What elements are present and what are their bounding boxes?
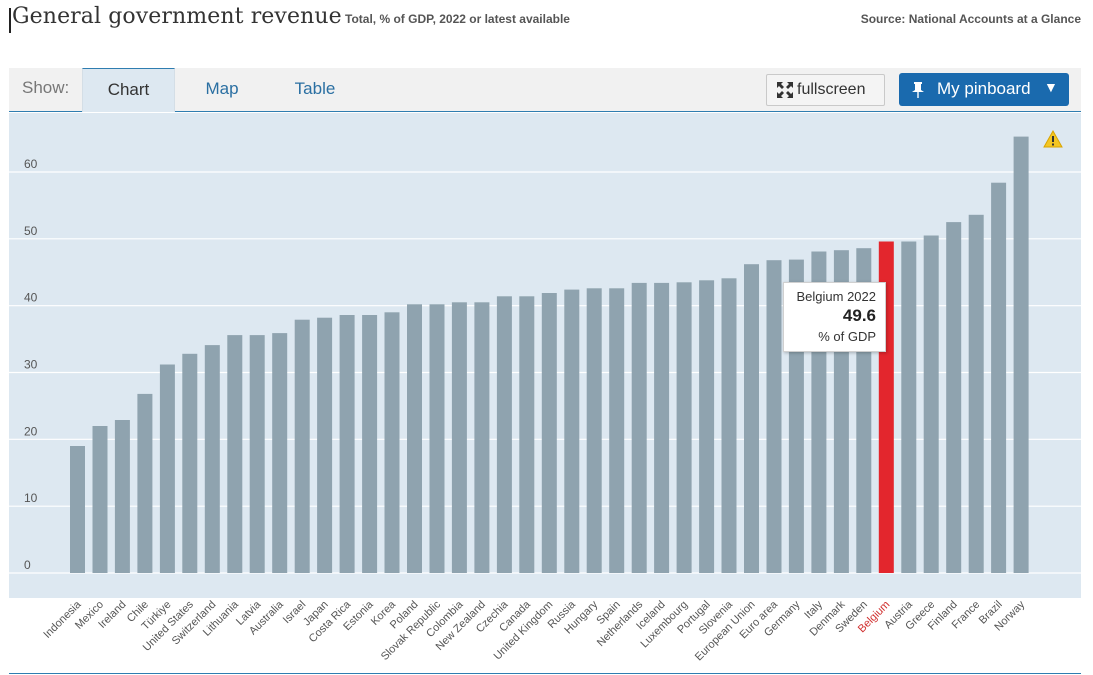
bar-finland[interactable]: [946, 222, 962, 573]
tab-table[interactable]: Table: [294, 79, 336, 98]
title-caret: [9, 8, 11, 33]
bar-united-states[interactable]: [182, 353, 198, 573]
bar-new-zealand[interactable]: [474, 302, 490, 573]
bar-t-rkiye[interactable]: [159, 364, 175, 574]
bar-mexico[interactable]: [92, 426, 108, 573]
y-tick-label: 50: [24, 224, 38, 238]
bar-hungary[interactable]: [586, 288, 602, 573]
bar-korea[interactable]: [384, 312, 400, 573]
bar-colombia[interactable]: [451, 302, 467, 573]
view-toolbar: Show: Chart Map Table fullscreen My pinb…: [9, 68, 1081, 112]
bar-japan[interactable]: [317, 317, 333, 573]
pin-icon: [912, 82, 924, 98]
source-link[interactable]: Source: National Accounts at a Glance: [860, 12, 1081, 26]
bar-greece[interactable]: [923, 235, 939, 574]
y-tick-label: 0: [24, 558, 31, 572]
y-tick-label: 20: [24, 424, 38, 438]
bar-poland[interactable]: [407, 304, 422, 573]
my-pinboard-button[interactable]: My pinboard ▼: [899, 73, 1069, 106]
y-tick-label: 60: [24, 157, 38, 171]
bar-spain[interactable]: [609, 288, 625, 573]
bar-chile[interactable]: [137, 393, 153, 573]
y-tick-label: 10: [24, 491, 38, 505]
chart-subtitle: Total, % of GDP, 2022 or latest availabl…: [345, 12, 570, 26]
bar-canada[interactable]: [519, 296, 535, 573]
bar-slovak-republic[interactable]: [429, 304, 445, 573]
tab-map[interactable]: Map: [205, 79, 239, 98]
tooltip-heading: Belgium 2022: [796, 289, 877, 304]
bar-european-union[interactable]: [744, 264, 759, 573]
bar-israel[interactable]: [294, 319, 310, 573]
bar-brazil[interactable]: [991, 182, 1007, 573]
bar-iceland[interactable]: [654, 282, 670, 573]
bar-estonia[interactable]: [362, 315, 378, 573]
pinboard-label: My pinboard: [937, 79, 1031, 98]
tab-chart[interactable]: Chart: [82, 68, 175, 112]
bar-portugal[interactable]: [699, 280, 715, 573]
bar-austria[interactable]: [901, 241, 917, 574]
bar-tooltip: Belgium 2022 49.6 % of GDP: [783, 282, 886, 352]
tooltip-value: 49.6: [842, 306, 876, 325]
fullscreen-label: fullscreen: [797, 81, 866, 98]
bar-united-kingdom[interactable]: [541, 293, 557, 573]
show-label: Show:: [22, 78, 70, 97]
bar-indonesia[interactable]: [70, 446, 85, 573]
bar-ireland[interactable]: [114, 420, 130, 573]
bar-euro-area[interactable]: [766, 260, 782, 573]
bar-lithuania[interactable]: [227, 335, 243, 573]
chevron-down-icon: ▼: [1044, 79, 1058, 95]
page-title: General government revenue: [12, 4, 342, 29]
bar-switzerland[interactable]: [204, 345, 220, 573]
bar-slovenia[interactable]: [721, 278, 737, 573]
bar-russia[interactable]: [564, 289, 580, 573]
bar-netherlands[interactable]: [631, 282, 647, 573]
fullscreen-button[interactable]: fullscreen: [766, 74, 885, 106]
bar-norway[interactable]: [1013, 136, 1029, 573]
bar-australia[interactable]: [272, 333, 288, 573]
bar-france[interactable]: [968, 214, 984, 574]
bar-latvia[interactable]: [249, 335, 265, 573]
bar-costa-rica[interactable]: [339, 315, 355, 573]
y-tick-label: 30: [24, 358, 38, 372]
tooltip-unit: % of GDP: [818, 329, 876, 344]
bar-luxembourg[interactable]: [676, 282, 692, 573]
bottom-rule: [9, 673, 1081, 674]
bar-czechia[interactable]: [496, 296, 512, 573]
y-tick-label: 40: [24, 291, 38, 305]
fullscreen-icon: [777, 82, 793, 98]
warning-icon[interactable]: [1043, 130, 1063, 148]
